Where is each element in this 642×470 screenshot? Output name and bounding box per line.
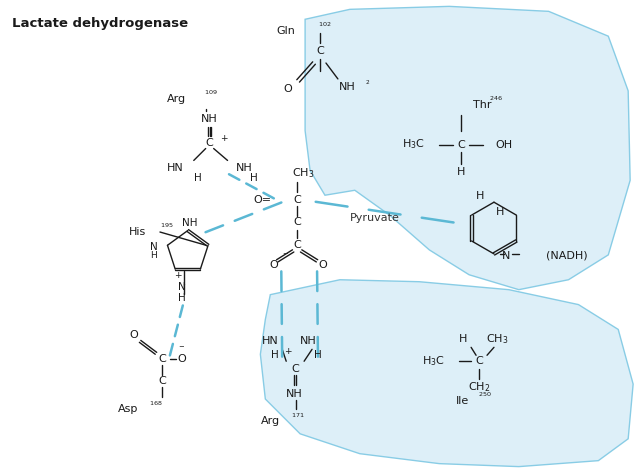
Text: $^{168}$: $^{168}$: [149, 400, 163, 409]
Text: +: +: [175, 271, 182, 280]
Text: H: H: [250, 173, 257, 183]
Text: H: H: [314, 350, 322, 360]
Text: $^{109}$: $^{109}$: [204, 89, 218, 98]
Text: C: C: [158, 376, 166, 386]
Text: His: His: [129, 227, 146, 237]
Text: Arg: Arg: [167, 94, 186, 104]
Text: O: O: [177, 354, 186, 364]
Text: O=: O=: [253, 195, 272, 205]
Text: H: H: [194, 173, 202, 183]
Text: N: N: [501, 251, 510, 261]
Text: H$_3$C: H$_3$C: [422, 354, 446, 368]
Text: H: H: [150, 251, 157, 260]
Text: C: C: [316, 46, 324, 56]
Text: CH$_3$: CH$_3$: [486, 332, 508, 346]
Text: OH: OH: [495, 140, 512, 149]
Text: H$_3$C: H$_3$C: [403, 138, 426, 151]
Text: C: C: [293, 240, 301, 250]
Text: $_2$: $_2$: [365, 78, 370, 87]
Text: +: +: [220, 134, 227, 143]
Text: N: N: [150, 242, 157, 252]
Text: C: C: [291, 364, 299, 374]
Text: H: H: [457, 167, 465, 177]
Polygon shape: [305, 7, 630, 290]
Text: H: H: [476, 191, 484, 201]
Text: C: C: [158, 354, 166, 364]
Text: CH$_3$: CH$_3$: [292, 166, 315, 180]
Text: $^-$: $^-$: [281, 251, 290, 261]
Text: NH: NH: [338, 82, 355, 92]
Text: NH: NH: [182, 218, 198, 227]
Text: HN: HN: [167, 164, 184, 173]
Polygon shape: [261, 280, 633, 467]
Text: $^{195}$: $^{195}$: [160, 223, 173, 232]
Text: H: H: [178, 293, 186, 303]
Text: $^{171}$: $^{171}$: [291, 412, 305, 422]
Text: +: +: [284, 347, 292, 356]
Text: C: C: [293, 195, 301, 205]
Text: O: O: [269, 260, 277, 270]
Text: N: N: [178, 282, 186, 292]
Text: C: C: [206, 138, 214, 148]
Text: O: O: [284, 84, 293, 94]
Text: NH: NH: [286, 389, 302, 399]
Text: NH: NH: [236, 164, 252, 173]
Text: $^-$: $^-$: [177, 345, 185, 354]
Text: (NADH): (NADH): [546, 251, 587, 261]
Text: $^{246}$: $^{246}$: [489, 95, 503, 104]
Text: H: H: [496, 207, 504, 217]
Text: Lactate dehydrogenase: Lactate dehydrogenase: [12, 17, 188, 30]
Text: $^{250}$: $^{250}$: [478, 392, 492, 400]
Text: HN: HN: [262, 337, 279, 346]
Text: Gln: Gln: [276, 26, 295, 36]
Text: Thr: Thr: [473, 100, 492, 110]
Text: Asp: Asp: [117, 404, 138, 414]
Text: H: H: [459, 334, 467, 345]
Text: O: O: [318, 260, 327, 270]
Text: Pyruvate: Pyruvate: [350, 213, 400, 223]
Text: O: O: [130, 330, 139, 340]
Text: Arg: Arg: [261, 416, 281, 426]
Text: NH: NH: [202, 114, 218, 124]
Text: CH$_2$: CH$_2$: [468, 380, 490, 394]
Text: C: C: [475, 356, 483, 366]
Text: C: C: [457, 140, 465, 149]
Text: C: C: [293, 217, 301, 227]
Text: H: H: [272, 350, 279, 360]
Text: $^{102}$: $^{102}$: [318, 22, 331, 31]
Text: NH: NH: [300, 337, 317, 346]
Text: Ile: Ile: [456, 396, 469, 406]
